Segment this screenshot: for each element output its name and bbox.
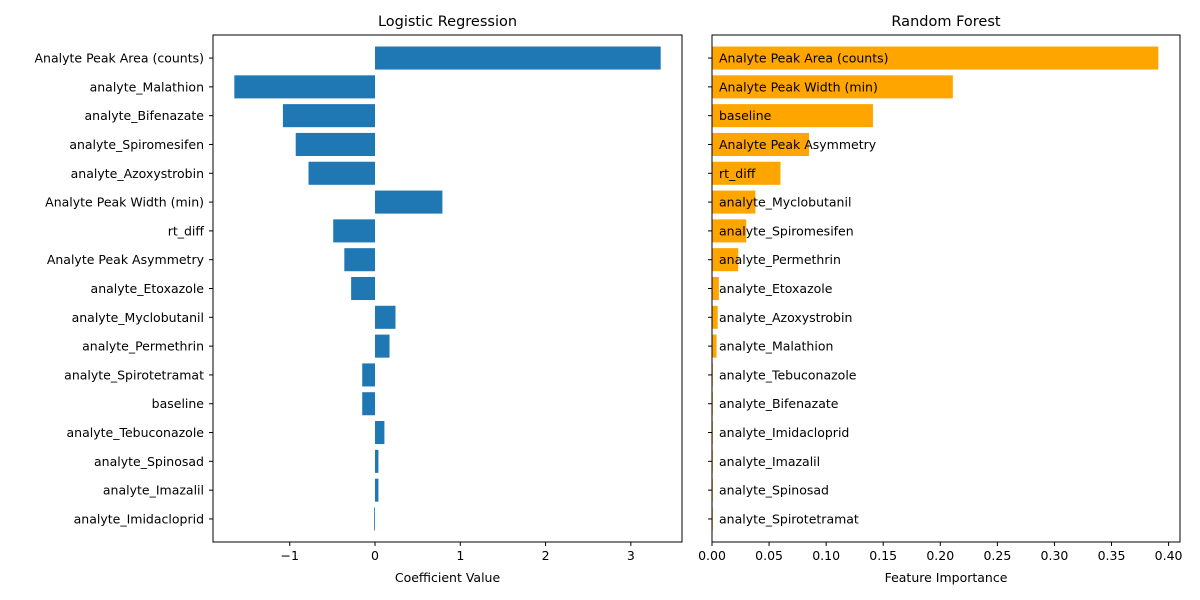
category-label-rf-13: analyte_Imidacloprid	[719, 425, 849, 440]
chart-panel-rf: Analyte Peak Area (counts) Analyte Peak W…	[698, 14, 1182, 585]
bar-logreg-8	[351, 276, 376, 301]
bar-rf-1	[712, 75, 953, 99]
bar-logreg-13	[375, 421, 385, 445]
bar-logreg-3	[295, 132, 376, 156]
bar-rf-6	[712, 219, 747, 243]
category-label-rf-8: analyte_Etoxazole	[719, 281, 833, 296]
category-label-rf-5: analyte_Myclobutanil	[719, 195, 851, 210]
xtick-label-rf-4: 0.20	[926, 548, 954, 563]
bar-logreg-5	[375, 190, 443, 214]
bar-rf-8	[712, 276, 719, 301]
category-label-rf-16: analyte_Spirotetramat	[719, 511, 859, 526]
bar-logreg-14	[375, 449, 379, 473]
category-label-logreg-5: Analyte Peak Width (min)	[45, 195, 204, 210]
bar-rf-0	[712, 46, 1159, 70]
category-label-rf-12: analyte_Bifenazate	[719, 396, 839, 411]
category-label-logreg-1: analyte_Malathion	[90, 79, 204, 94]
category-label-rf-2: baseline	[719, 108, 772, 123]
chart-panel-logreg: Analyte Peak Area (counts) analyte_Malath…	[35, 14, 683, 585]
bar-logreg-4	[308, 161, 376, 185]
category-label-logreg-11: analyte_Spirotetramat	[64, 367, 204, 382]
xtick-label-logreg-0: −1	[281, 548, 299, 563]
chart-title-rf: Random Forest	[891, 14, 1000, 30]
bar-rf-3	[712, 132, 810, 156]
xtick-label-rf-0: 0.00	[698, 548, 726, 563]
category-label-rf-15: analyte_Spinosad	[719, 483, 829, 498]
bar-rf-5	[712, 190, 756, 214]
category-label-logreg-7: Analyte Peak Asymmetry	[47, 252, 205, 267]
category-label-rf-6: analyte_Spiromesifen	[719, 223, 854, 238]
bar-logreg-0	[375, 46, 661, 70]
category-label-logreg-6: rt_diff	[168, 223, 205, 238]
bar-rf-10	[712, 334, 717, 358]
bar-logreg-7	[344, 248, 376, 272]
category-label-logreg-12: baseline	[152, 396, 205, 411]
xtick-label-logreg-3: 2	[542, 548, 550, 563]
category-label-rf-7: analyte_Permethrin	[719, 252, 841, 267]
category-label-logreg-4: analyte_Azoxystrobin	[71, 166, 204, 181]
category-label-logreg-8: analyte_Etoxazole	[91, 281, 205, 296]
category-label-logreg-10: analyte_Permethrin	[82, 339, 204, 354]
bar-logreg-9	[375, 305, 396, 329]
x-axis-label-logreg: Coefficient Value	[395, 570, 501, 585]
category-label-logreg-0: Analyte Peak Area (counts)	[35, 51, 205, 66]
category-label-logreg-15: analyte_Imazalil	[103, 483, 204, 498]
xtick-label-rf-1: 0.05	[755, 548, 783, 563]
bar-logreg-15	[375, 478, 379, 502]
category-label-rf-4: rt_diff	[719, 166, 756, 181]
x-axis-label-rf: Feature Importance	[885, 570, 1008, 585]
bar-logreg-10	[375, 334, 390, 358]
bar-logreg-11	[362, 363, 376, 387]
xtick-label-rf-2: 0.10	[812, 548, 840, 563]
category-label-rf-1: Analyte Peak Width (min)	[719, 79, 878, 94]
bar-logreg-6	[333, 219, 376, 243]
category-label-logreg-2: analyte_Bifenazate	[85, 108, 205, 123]
category-label-logreg-3: analyte_Spiromesifen	[69, 137, 204, 152]
xtick-label-rf-6: 0.30	[1041, 548, 1069, 563]
bar-rf-9	[712, 305, 718, 329]
bar-rf-7	[712, 248, 739, 272]
bar-logreg-2	[282, 104, 376, 128]
xtick-label-rf-8: 0.40	[1155, 548, 1183, 563]
xtick-label-logreg-2: 1	[456, 548, 464, 563]
chart-title-logreg: Logistic Regression	[378, 14, 517, 30]
bar-logreg-16	[374, 507, 376, 531]
xtick-label-rf-5: 0.25	[983, 548, 1011, 563]
category-label-logreg-16: analyte_Imidacloprid	[74, 511, 204, 526]
category-label-rf-10: analyte_Malathion	[719, 339, 833, 354]
category-label-logreg-13: analyte_Tebuconazole	[67, 425, 205, 440]
bar-logreg-12	[362, 392, 376, 416]
category-label-rf-3: Analyte Peak Asymmetry	[719, 137, 877, 152]
category-label-rf-14: analyte_Imazalil	[719, 454, 820, 469]
xtick-label-logreg-1: 0	[371, 548, 379, 563]
xtick-label-rf-7: 0.35	[1098, 548, 1126, 563]
bar-rf-2	[712, 104, 873, 128]
xtick-label-logreg-4: 3	[627, 548, 635, 563]
xtick-label-rf-3: 0.15	[869, 548, 897, 563]
category-label-rf-0: Analyte Peak Area (counts)	[719, 51, 889, 66]
category-label-logreg-14: analyte_Spinosad	[94, 454, 204, 469]
category-label-rf-9: analyte_Azoxystrobin	[719, 310, 852, 325]
bar-rf-4	[712, 161, 781, 185]
bar-logreg-1	[234, 75, 376, 99]
category-label-rf-11: analyte_Tebuconazole	[719, 367, 857, 382]
category-label-logreg-9: analyte_Myclobutanil	[72, 310, 204, 325]
